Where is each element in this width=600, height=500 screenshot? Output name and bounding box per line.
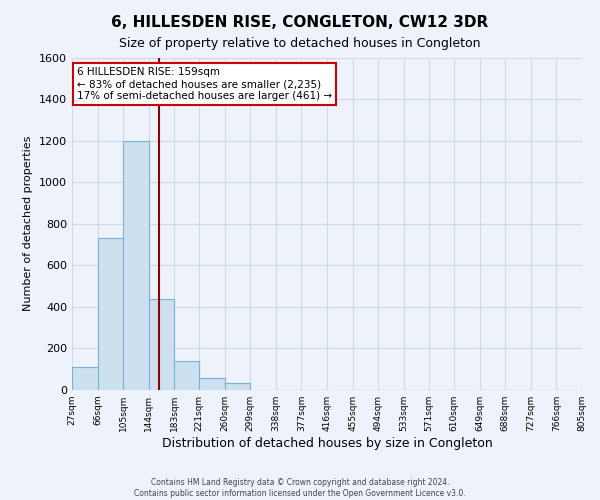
Bar bbox=[98, 238, 123, 390]
Text: Contains HM Land Registry data © Crown copyright and database right 2024.
Contai: Contains HM Land Registry data © Crown c… bbox=[134, 478, 466, 498]
Bar bbox=[174, 361, 199, 390]
Bar bbox=[149, 298, 174, 390]
Text: 6 HILLESDEN RISE: 159sqm
← 83% of detached houses are smaller (2,235)
17% of sem: 6 HILLESDEN RISE: 159sqm ← 83% of detach… bbox=[77, 68, 332, 100]
Y-axis label: Number of detached properties: Number of detached properties bbox=[23, 136, 34, 312]
Text: 6, HILLESDEN RISE, CONGLETON, CW12 3DR: 6, HILLESDEN RISE, CONGLETON, CW12 3DR bbox=[112, 15, 488, 30]
Bar bbox=[123, 140, 149, 390]
Text: Size of property relative to detached houses in Congleton: Size of property relative to detached ho… bbox=[119, 38, 481, 51]
Bar bbox=[72, 367, 98, 390]
Bar bbox=[199, 378, 225, 390]
X-axis label: Distribution of detached houses by size in Congleton: Distribution of detached houses by size … bbox=[161, 437, 493, 450]
Bar bbox=[225, 382, 250, 390]
